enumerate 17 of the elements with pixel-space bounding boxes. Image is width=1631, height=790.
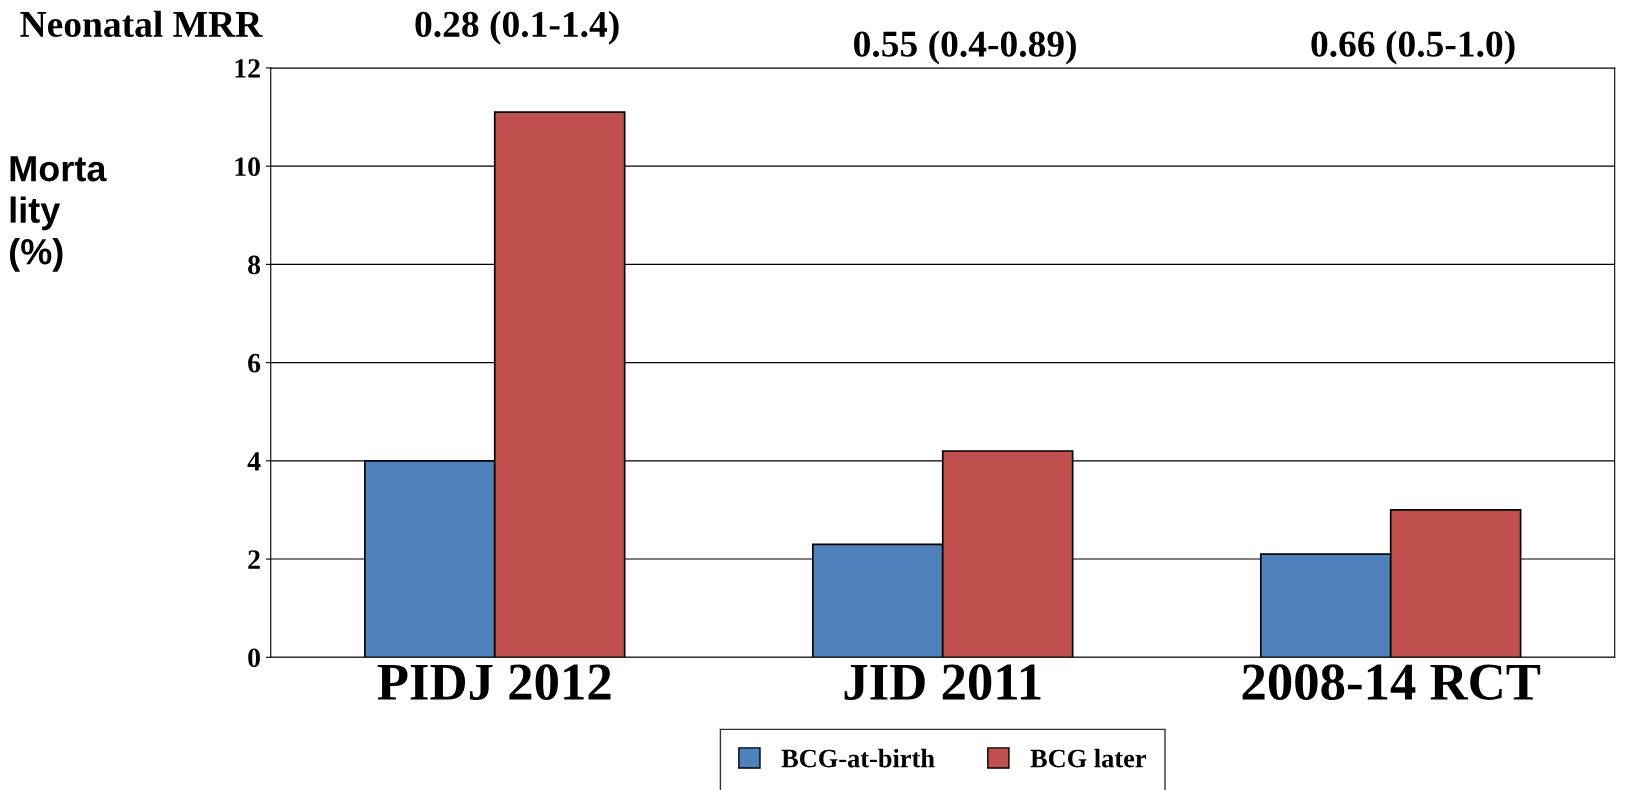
- legend-label: BCG later: [1030, 748, 1146, 768]
- x-tick-label: PIDJ 2012: [377, 664, 611, 700]
- y-tick-label: 4: [247, 452, 261, 471]
- x-tick-label: JID 2011: [844, 664, 1041, 700]
- text: 0.55 (0.4-0.89): [854, 30, 1076, 65]
- y-tick-label: 8: [248, 255, 261, 275]
- text: 0.28 (0.1-1.4): [415, 10, 619, 45]
- y-axis-title: Morta lity (%): [9, 156, 107, 272]
- y-tick-label: 6: [248, 353, 261, 373]
- y-tick-label: 10: [235, 157, 260, 177]
- text: 0.66 (0.5-1.0): [1311, 30, 1515, 65]
- legend-label: BCG-at-birth: [781, 748, 935, 768]
- y-tick-label: 12: [235, 59, 260, 78]
- y-tick-label: 0: [248, 648, 260, 668]
- y-tick-label: 2: [248, 550, 260, 569]
- x-tick-label: 2008-14 RCT: [1242, 664, 1541, 700]
- text: Neonatal MRR: [20, 10, 263, 38]
